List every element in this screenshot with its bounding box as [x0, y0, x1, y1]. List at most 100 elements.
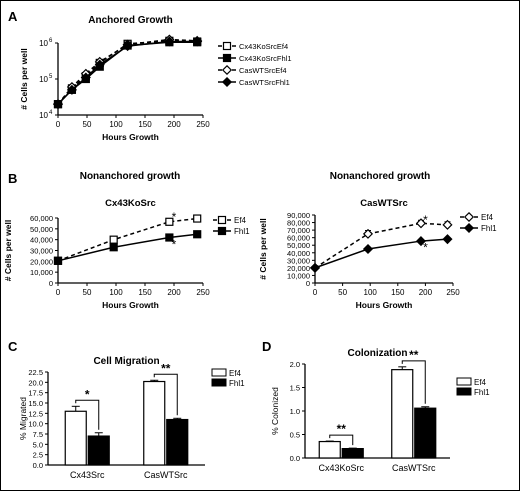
chart-c-significance-bracket: [153, 373, 178, 416]
chart-b2-legend-marker: [463, 211, 475, 223]
chart-a-y-axis-label: # Cells per well: [19, 48, 29, 109]
chart-d-legend-label: Ef4: [474, 378, 487, 387]
chart-a-data-point-CasWTSrcFhl1: [66, 84, 77, 95]
chart-b2-x-tick-label: 250: [446, 288, 460, 297]
chart-a-x-axis-label: Hours Growth: [102, 132, 159, 142]
chart-a-legend-label: Cx43KoSrcEf4: [239, 42, 288, 51]
chart-c-y-tick-label: 20.0: [28, 378, 43, 387]
chart-d-category-label: Cx43KoSrc: [318, 463, 364, 473]
chart-b1-series-line-Fhl1: [57, 233, 198, 262]
chart-b1-data-point-Ef4: [193, 214, 202, 223]
chart-b1-data-point-Fhl1: [109, 243, 118, 252]
chart-b1-data-point-Fhl1: [165, 233, 174, 242]
chart-b1-significance-star: *: [172, 210, 177, 224]
chart-b2-series-line-Ef4: [314, 222, 448, 269]
chart-b2-y-tick-label: 60,000: [287, 234, 310, 243]
chart-b2-significance-star: *: [423, 241, 428, 255]
chart-a-data-point-CasWTSrcFhl1: [122, 41, 133, 52]
panel-d-colonization-chart: Colonization 0.0 0.5 1.0 1.5 2.0 % Colonized Cx…: [270, 348, 490, 473]
chart-b1-x-tick-label: 0: [56, 288, 61, 297]
panel-letter-d: D: [262, 339, 271, 354]
panel-b-left-heading: Nonanchored growth: [80, 171, 181, 182]
chart-d-title: Colonization: [348, 348, 408, 359]
chart-c-legend-label: Fhl1: [229, 379, 245, 388]
chart-b2-legend-label: Fhl1: [481, 224, 497, 233]
chart-b1-y-tick-label: 60,000: [30, 214, 53, 223]
chart-a-y-tick-label: 10: [39, 39, 48, 48]
chart-d-bar-Fhl1: [341, 448, 364, 459]
chart-b1-y-tick-label: 50,000: [30, 225, 53, 234]
chart-b1-data-point-Ef4: [165, 217, 174, 226]
chart-a-x-tick-label: 250: [196, 120, 210, 129]
chart-c-bar-Ef4: [143, 380, 166, 466]
chart-b1-x-tick-label: 100: [109, 288, 123, 297]
chart-b1-data-point-Fhl1: [53, 256, 63, 265]
chart-d-legend-swatch: [456, 387, 472, 396]
chart-d-legend-label: Fhl1: [474, 388, 490, 397]
chart-a-data-point-CasWTSrcFhl1: [192, 36, 203, 47]
chart-b2-y-tick-label: 20,000: [287, 264, 310, 273]
chart-a-y-tick-label: 10: [39, 111, 48, 120]
chart-b2-y-tick-label: 30,000: [287, 256, 310, 265]
chart-b2-series-line-Fhl1: [314, 238, 448, 269]
chart-b2-x-axis-label: Hours Growth: [356, 300, 413, 310]
chart-b2-legend-label: Ef4: [481, 213, 494, 222]
chart-b2-y-tick-label: 80,000: [287, 219, 310, 228]
chart-a-data-point-CasWTSrcFhl1: [164, 36, 175, 47]
chart-d-y-tick-label: 1.0: [290, 407, 300, 416]
chart-b2-title: CasWTSrc: [360, 198, 408, 209]
chart-b1-legend-marker: [217, 215, 227, 225]
chart-b2-data-point-Ef4: [442, 219, 453, 230]
chart-b2-y-tick-label: 90,000: [287, 211, 310, 220]
chart-b2-data-point-Fhl1: [309, 262, 321, 273]
chart-b2-x-tick-label: 100: [364, 288, 378, 297]
chart-b2-data-point-Fhl1: [442, 234, 453, 245]
chart-d-y-tick-label: 0.0: [290, 454, 300, 463]
chart-d-legend-swatch: [456, 377, 472, 386]
chart-a-data-point-CasWTSrcFhl1: [52, 99, 64, 110]
chart-a-x-tick-label: 100: [109, 120, 123, 129]
chart-a-legend-label: CasWTSrcEf4: [239, 66, 287, 75]
chart-a-x-tick-label: 150: [138, 120, 152, 129]
chart-b1-legend-label: Fhl1: [234, 227, 250, 236]
chart-b2-y-tick-label: 0: [306, 279, 310, 288]
chart-b1-x-axis-label: Hours Growth: [102, 300, 159, 310]
panel-letter-b: B: [8, 171, 17, 186]
chart-c-legend-swatch: [211, 368, 227, 377]
chart-b2-x-tick-label: 0: [313, 288, 318, 297]
chart-a-y-tick-label: 10: [39, 75, 48, 84]
chart-c-y-tick-label: 12.5: [28, 409, 43, 418]
chart-d-y-tick-label: 0.5: [290, 431, 300, 440]
chart-b1-y-tick-label: 10,000: [30, 268, 53, 277]
chart-b1-y-axis-label: # Cells per well: [3, 220, 13, 281]
chart-a-y-tick-exponent: 5: [49, 74, 53, 80]
chart-d-significance-bracket: [329, 434, 354, 446]
chart-a-data-point-CasWTSrcFhl1: [80, 72, 91, 83]
panel-b-caswtsrc-chart: CasWTSrc 0 50 100 150 200 250 010,00020,00030,0…: [258, 198, 497, 310]
chart-c-bar-Fhl1: [166, 418, 189, 466]
chart-d-significance-label: **: [409, 348, 419, 362]
chart-c-legend-swatch: [211, 378, 227, 387]
chart-d-significance-label: **: [337, 422, 347, 436]
chart-b2-y-tick-label: 50,000: [287, 241, 310, 250]
chart-a-legend-label: Cx43KoSrcFhl1: [239, 54, 292, 63]
chart-a-title: Anchored Growth: [88, 15, 172, 26]
chart-b2-significance-star: *: [423, 213, 428, 227]
chart-c-y-tick-label: 22.5: [28, 368, 43, 377]
chart-c-y-axis-label: % Migrated: [18, 397, 28, 440]
chart-b2-y-axis-label: # Cells per well: [258, 218, 268, 279]
panel-b-cx43kosrc-chart: Cx43KoSrc 0 50 100 150 200 250 0 10,000 20,00030,…: [3, 198, 250, 310]
chart-b1-x-tick-label: 150: [138, 288, 152, 297]
chart-b2-data-point-Ef4: [415, 218, 427, 229]
chart-a-y-tick-exponent: 4: [49, 110, 53, 116]
chart-b1-legend-label: Ef4: [234, 216, 247, 225]
chart-a-x-tick-label: 200: [167, 120, 181, 129]
chart-c-y-tick-label: 7.5: [33, 430, 43, 439]
chart-c-y-tick-label: 5.0: [33, 440, 43, 449]
chart-b2-data-point-Fhl1: [362, 243, 374, 255]
chart-b1-x-tick-label: 50: [83, 288, 92, 297]
chart-b2-y-tick-label: 40,000: [287, 249, 310, 258]
chart-d-category-label: CasWTSrc: [392, 463, 436, 473]
